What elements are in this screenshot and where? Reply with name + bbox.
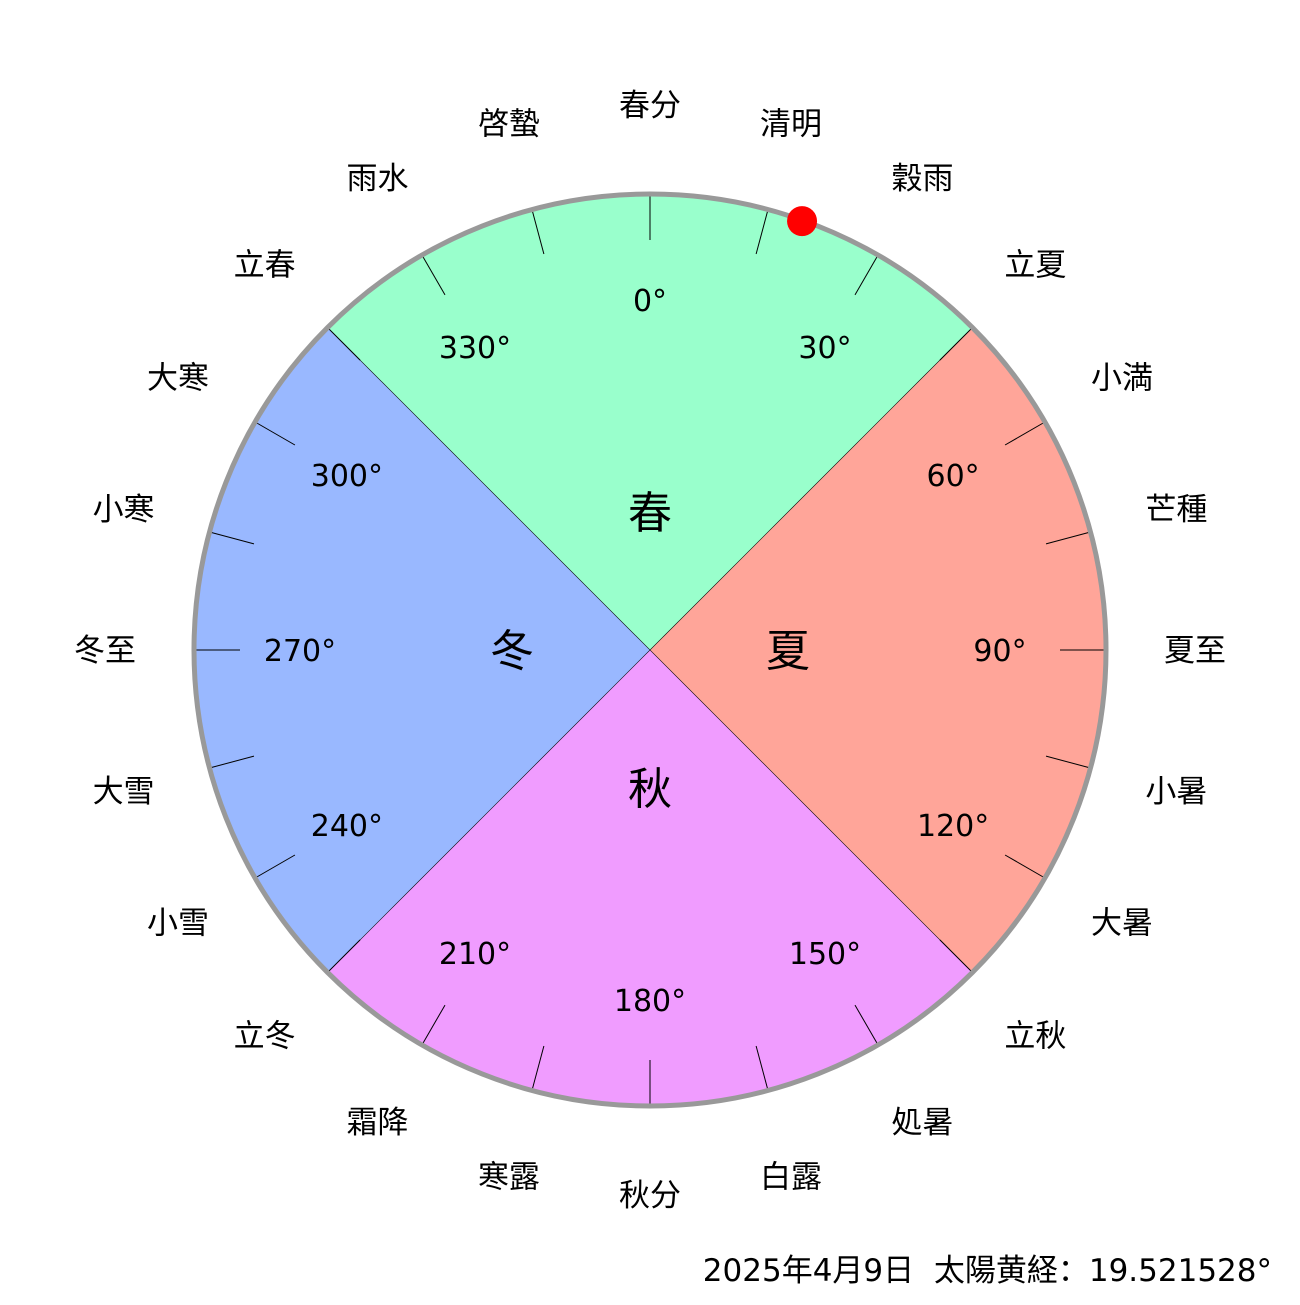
season-sector [327, 194, 973, 651]
solar-term-label: 小寒 [93, 492, 155, 528]
tick-mark [755, 1045, 769, 1091]
solar-term-label: 清明 [760, 107, 822, 143]
tick-mark [209, 755, 255, 769]
solar-term-label: 立秋 [1004, 1018, 1066, 1054]
tick-mark [254, 854, 296, 879]
season-label: 春 [628, 488, 672, 539]
tick-mark [1004, 854, 1046, 879]
dial-border [191, 191, 1109, 1109]
longitude-value: 19.521528° [1088, 1253, 1272, 1289]
solar-term-label: 春分 [619, 88, 681, 124]
degree-label: 60° [927, 459, 980, 494]
degree-label: 150° [789, 937, 861, 972]
solar-term-label: 啓蟄 [478, 107, 540, 143]
solar-term-label: 大暑 [1091, 906, 1153, 942]
tick-mark [531, 1045, 545, 1091]
tick-mark [254, 421, 296, 446]
degree-label: 330° [439, 331, 511, 366]
season-label: 夏 [766, 626, 810, 677]
tick-mark [1045, 755, 1091, 769]
tick-mark [1045, 531, 1091, 545]
degree-label: 270° [264, 634, 336, 669]
date-text: 2025年4月9日 [702, 1253, 915, 1289]
season-divider [327, 327, 973, 973]
solar-term-label: 穀雨 [892, 161, 954, 197]
solar-term-label: 立冬 [234, 1018, 296, 1054]
season-sector [194, 327, 650, 973]
solar-term-label: 寒露 [478, 1159, 540, 1195]
solar-term-label: 冬至 [74, 633, 136, 669]
degree-label: 180° [614, 984, 686, 1019]
tick-mark [421, 1004, 446, 1046]
degree-label: 300° [311, 459, 383, 494]
season-label: 秋 [628, 764, 672, 815]
solar-term-label: 夏至 [1164, 633, 1226, 669]
sun-position-marker [787, 206, 818, 237]
solar-term-label: 小雪 [147, 906, 209, 942]
solar-term-label: 大寒 [147, 361, 209, 397]
solar-term-label: 処暑 [892, 1105, 954, 1141]
solar-term-label: 立春 [234, 248, 296, 284]
solar-term-label: 小満 [1091, 361, 1153, 397]
degree-label: 0° [633, 284, 667, 319]
tick-mark [1004, 421, 1046, 446]
solar-term-label: 大雪 [93, 774, 155, 810]
degree-label: 90° [973, 634, 1026, 669]
solar-term-label: 秋分 [619, 1178, 681, 1214]
longitude-label: 太陽黄経： [933, 1253, 1089, 1289]
tick-mark [854, 254, 879, 296]
tick-mark [327, 939, 361, 973]
solar-term-label: 白露 [760, 1159, 822, 1195]
tick-mark [854, 1004, 879, 1046]
season-label: 冬 [490, 626, 534, 677]
tick-mark [939, 327, 973, 361]
solar-term-label: 雨水 [347, 161, 409, 197]
solar-term-label: 立夏 [1004, 248, 1066, 284]
tick-mark [939, 939, 973, 973]
tick-mark [421, 254, 446, 296]
degree-label: 120° [917, 809, 989, 844]
tick-mark [327, 327, 361, 361]
season-sector [327, 650, 973, 1106]
season-sector [650, 327, 1106, 973]
tick-mark [209, 531, 255, 545]
degree-label: 210° [439, 937, 511, 972]
solar-term-label: 霜降 [347, 1105, 409, 1141]
degree-label: 30° [798, 331, 851, 366]
tick-mark [531, 209, 545, 255]
tick-mark [755, 209, 769, 255]
sun-longitude-readout: 2025年4月9日 太陽黄経：19.521528° [703, 1245, 1272, 1290]
solar-term-label: 小暑 [1145, 774, 1207, 810]
solar-term-label: 芒種 [1145, 492, 1207, 528]
degree-label: 240° [311, 809, 383, 844]
